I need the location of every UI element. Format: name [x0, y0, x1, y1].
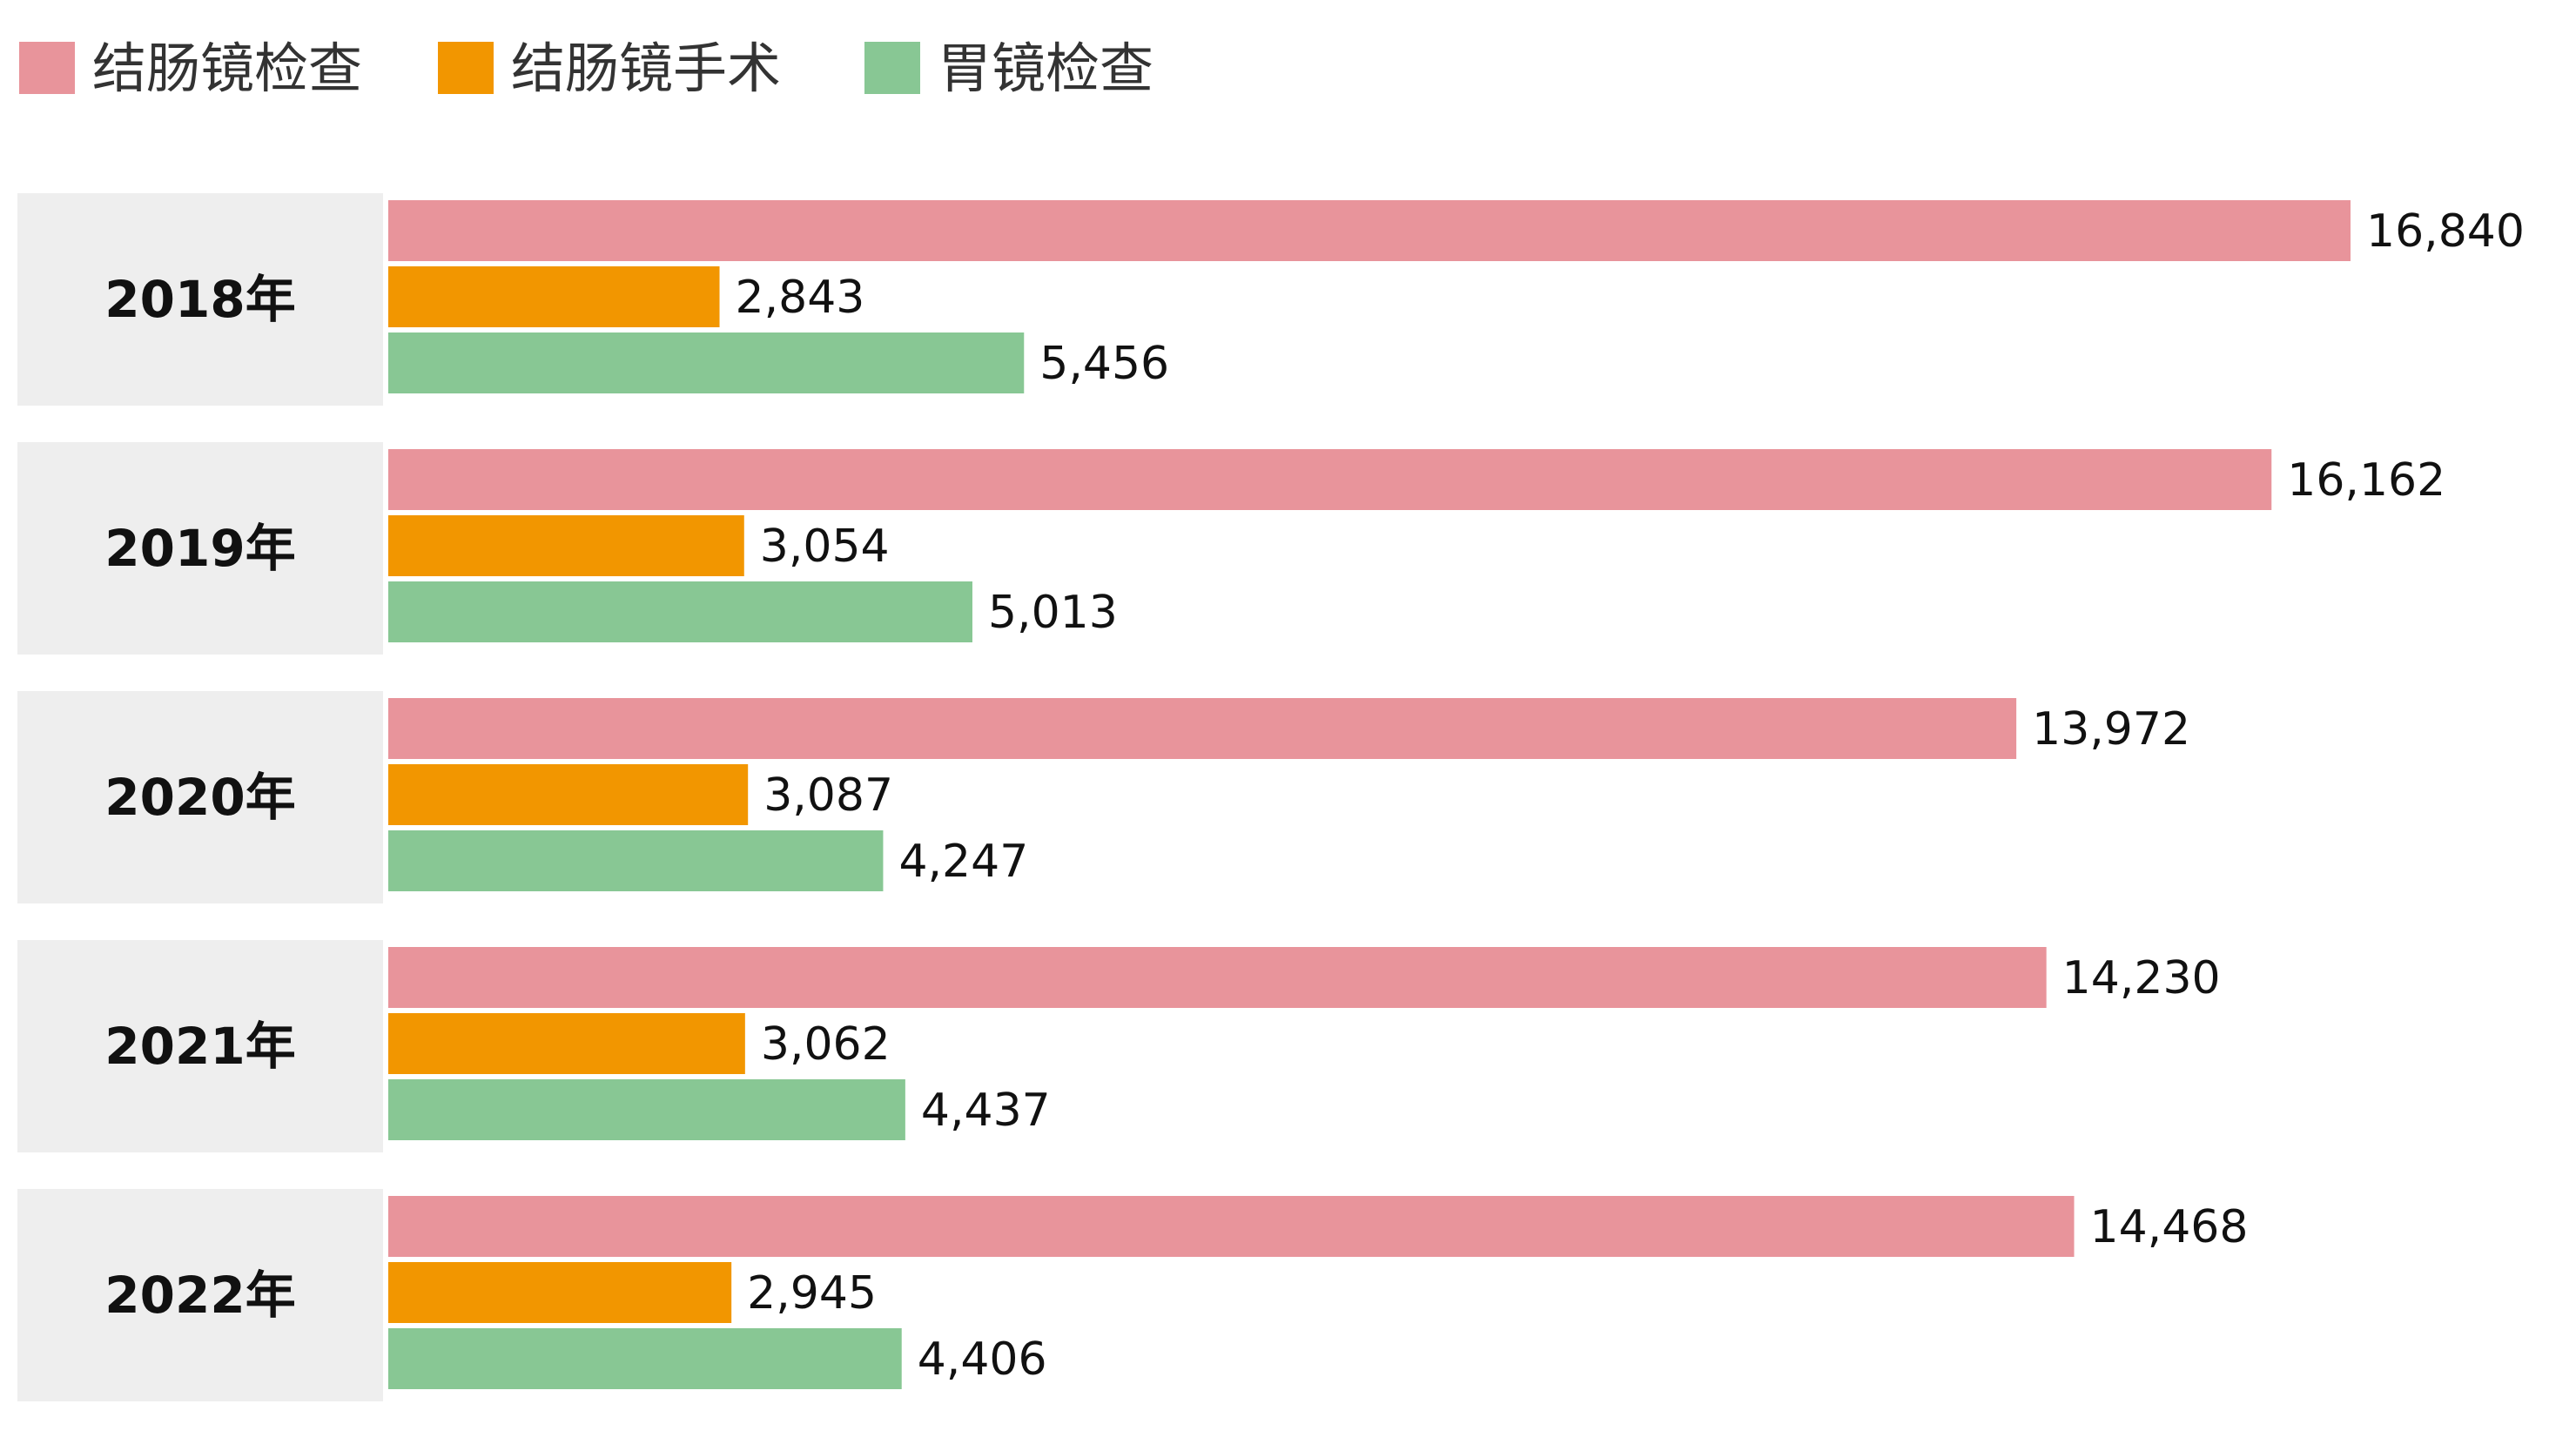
- legend-swatch-2: [438, 42, 494, 94]
- data-label-4-1: 14,230: [2062, 952, 2221, 1004]
- data-label-2-3: 5,013: [988, 587, 1118, 639]
- data-label-4-3: 4,437: [921, 1085, 1051, 1137]
- bar-5-1: [388, 1196, 2075, 1257]
- data-label-3-3: 4,247: [898, 836, 1028, 888]
- category-label-3: 2020年: [104, 768, 295, 827]
- category-band-1: [17, 193, 383, 406]
- bar-1-2: [388, 266, 720, 327]
- data-label-2-1: 16,162: [2287, 454, 2445, 507]
- data-label-1-1: 16,840: [2366, 205, 2525, 258]
- legend-label-3: 胃镜检查: [938, 37, 1153, 100]
- data-label-5-2: 2,945: [747, 1267, 877, 1320]
- bar-4-3: [388, 1079, 905, 1140]
- bar-2-1: [388, 449, 2272, 510]
- category-label-1: 2018年: [104, 270, 295, 329]
- data-label-2-2: 3,054: [760, 521, 890, 573]
- bar-3-2: [388, 764, 749, 825]
- data-label-3-2: 3,087: [763, 769, 893, 822]
- data-label-1-2: 2,843: [736, 272, 865, 324]
- category-label-2: 2019年: [104, 519, 295, 578]
- bar-1-1: [388, 200, 2351, 261]
- bar-3-3: [388, 830, 884, 891]
- category-bands: [17, 193, 383, 1401]
- category-band-4: [17, 940, 383, 1152]
- bar-3-1: [388, 698, 2017, 759]
- category-band-5: [17, 1189, 383, 1401]
- data-label-5-3: 4,406: [918, 1333, 1047, 1386]
- bar-4-1: [388, 947, 2047, 1008]
- data-label-5-1: 14,468: [2090, 1201, 2249, 1253]
- legend-label-1: 结肠镜检查: [92, 37, 362, 100]
- bar-2-2: [388, 515, 744, 576]
- legend: 结肠镜检查 结肠镜手术 胃镜检查: [19, 37, 1153, 100]
- legend-swatch-3: [864, 42, 920, 94]
- bar-1-3: [388, 332, 1025, 393]
- data-label-4-2: 3,062: [761, 1018, 891, 1071]
- bar-4-2: [388, 1013, 745, 1074]
- legend-swatch-1: [19, 42, 75, 94]
- legend-label-2: 结肠镜手术: [511, 37, 781, 100]
- bar-5-3: [388, 1328, 902, 1389]
- bars: [388, 200, 2351, 1389]
- data-labels: 2018年 16,840 2,843 5,456 2019年 16,162 3,054 5,0…: [104, 205, 2525, 1386]
- category-band-3: [17, 691, 383, 903]
- category-band-2: [17, 442, 383, 655]
- data-label-3-1: 13,972: [2032, 703, 2190, 756]
- data-label-1-3: 5,456: [1039, 338, 1169, 390]
- bar-5-2: [388, 1262, 732, 1323]
- bar-2-3: [388, 581, 972, 642]
- category-label-4: 2021年: [104, 1017, 295, 1076]
- category-label-5: 2022年: [104, 1266, 295, 1325]
